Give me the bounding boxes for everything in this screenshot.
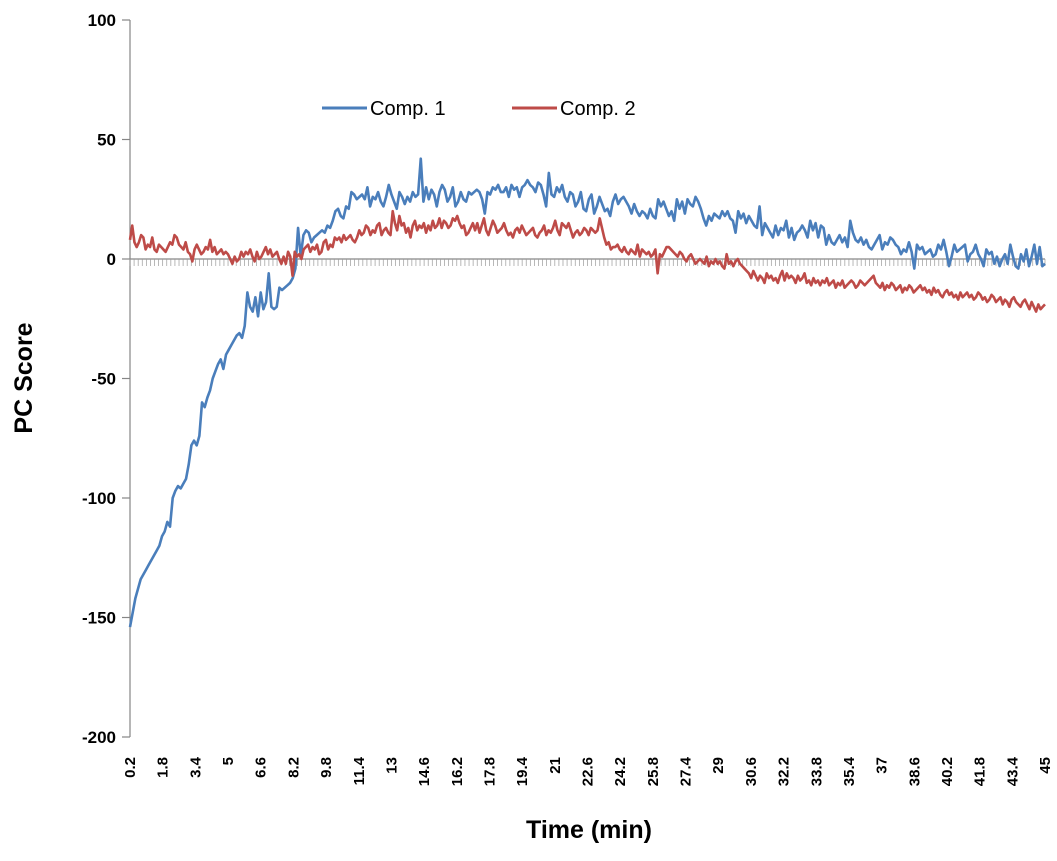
x-tick-label: 5 <box>220 757 237 765</box>
x-tick-label: 21 <box>547 757 564 774</box>
y-tick-label: -50 <box>91 370 116 389</box>
x-tick-label: 45 <box>1037 757 1054 774</box>
x-tick-label: 16.2 <box>449 757 466 786</box>
x-tick-label: 0.2 <box>122 757 139 778</box>
x-tick-label: 17.8 <box>481 757 498 786</box>
x-tick-label: 41.8 <box>972 757 989 786</box>
y-tick-label: 50 <box>97 131 116 150</box>
x-tick-label: 30.6 <box>743 757 760 786</box>
series-line-2 <box>128 209 1046 313</box>
x-tick-label: 35.4 <box>841 756 858 786</box>
x-minor-ticks <box>129 259 1046 266</box>
x-tick-label: 38.6 <box>906 757 923 786</box>
series-layer <box>128 157 1046 628</box>
x-tick-label: 43.4 <box>1004 756 1021 786</box>
legend: Comp. 1 Comp. 2 <box>322 98 636 120</box>
x-tick-label: 8.2 <box>285 757 302 778</box>
x-tick-label: 14.6 <box>416 757 433 786</box>
x-tick-label: 1.8 <box>155 757 172 778</box>
x-tick-label: 3.4 <box>187 756 204 778</box>
y-tick-label: -150 <box>82 609 116 628</box>
legend-label-1: Comp. 1 <box>370 98 446 120</box>
x-tick-label: 13 <box>383 757 400 774</box>
y-tick-label: 0 <box>107 250 116 269</box>
x-tick-label: 11.4 <box>351 756 368 785</box>
y-axis-title: PC Score <box>10 322 38 433</box>
x-tick-label: 37 <box>874 757 891 774</box>
series-line-1 <box>128 157 1046 628</box>
x-tick-label: 25.8 <box>645 757 662 786</box>
x-tick-label: 19.4 <box>514 756 531 786</box>
x-tick-label: 24.2 <box>612 757 629 786</box>
x-tick-label: 40.2 <box>939 757 956 786</box>
legend-label-2: Comp. 2 <box>560 98 636 120</box>
x-tick-label: 29 <box>710 757 727 774</box>
y-tick-label: 100 <box>88 11 116 30</box>
x-axis-title: Time (min) <box>526 816 652 844</box>
x-tick-label: 6.6 <box>253 757 270 778</box>
x-tick-label: 22.6 <box>580 757 597 786</box>
x-tick-label: 27.4 <box>678 756 695 786</box>
y-tick-label: -100 <box>82 489 116 508</box>
x-tick-label: 33.8 <box>808 757 825 786</box>
x-tick-label: 9.8 <box>318 757 335 778</box>
axes: 100 50 0 -50 -100 -150 -200 0.2 1.8 3.4 5 6.6 8.2 9.8… <box>82 11 1054 786</box>
x-tick-label: 32.2 <box>776 757 793 786</box>
y-tick-label: -200 <box>82 728 116 747</box>
